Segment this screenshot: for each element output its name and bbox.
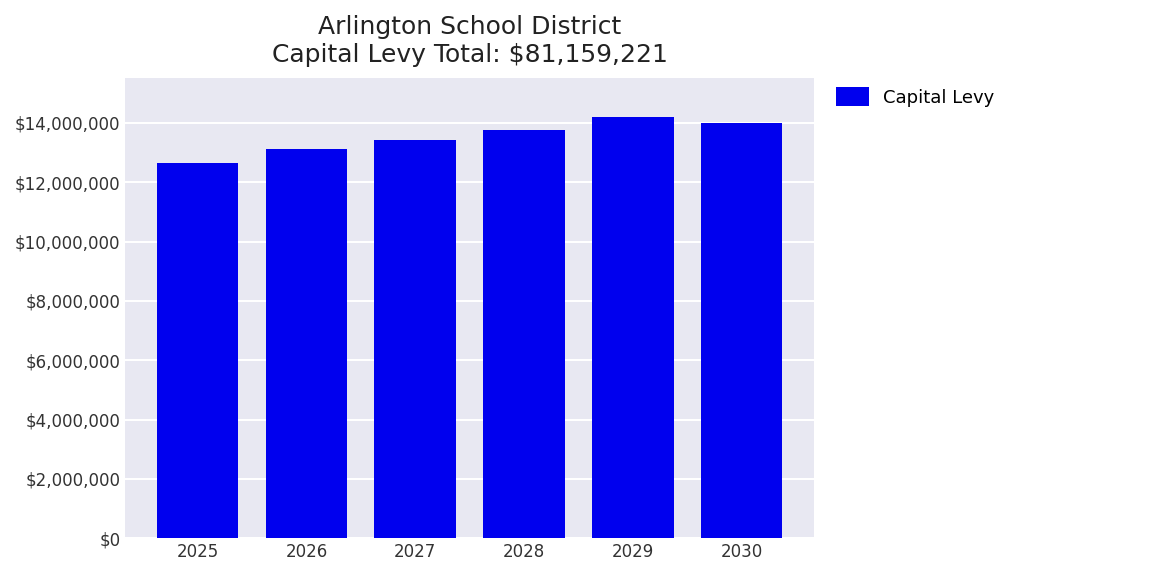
Legend: Capital Levy: Capital Levy [836, 88, 994, 107]
Bar [266, 149, 347, 538]
Bar [483, 130, 564, 538]
Bar [700, 123, 782, 538]
Title: Arlington School District
Capital Levy Total: $81,159,221: Arlington School District Capital Levy T… [272, 15, 667, 67]
Bar [157, 162, 238, 538]
Bar [374, 141, 456, 538]
Bar [592, 117, 674, 538]
